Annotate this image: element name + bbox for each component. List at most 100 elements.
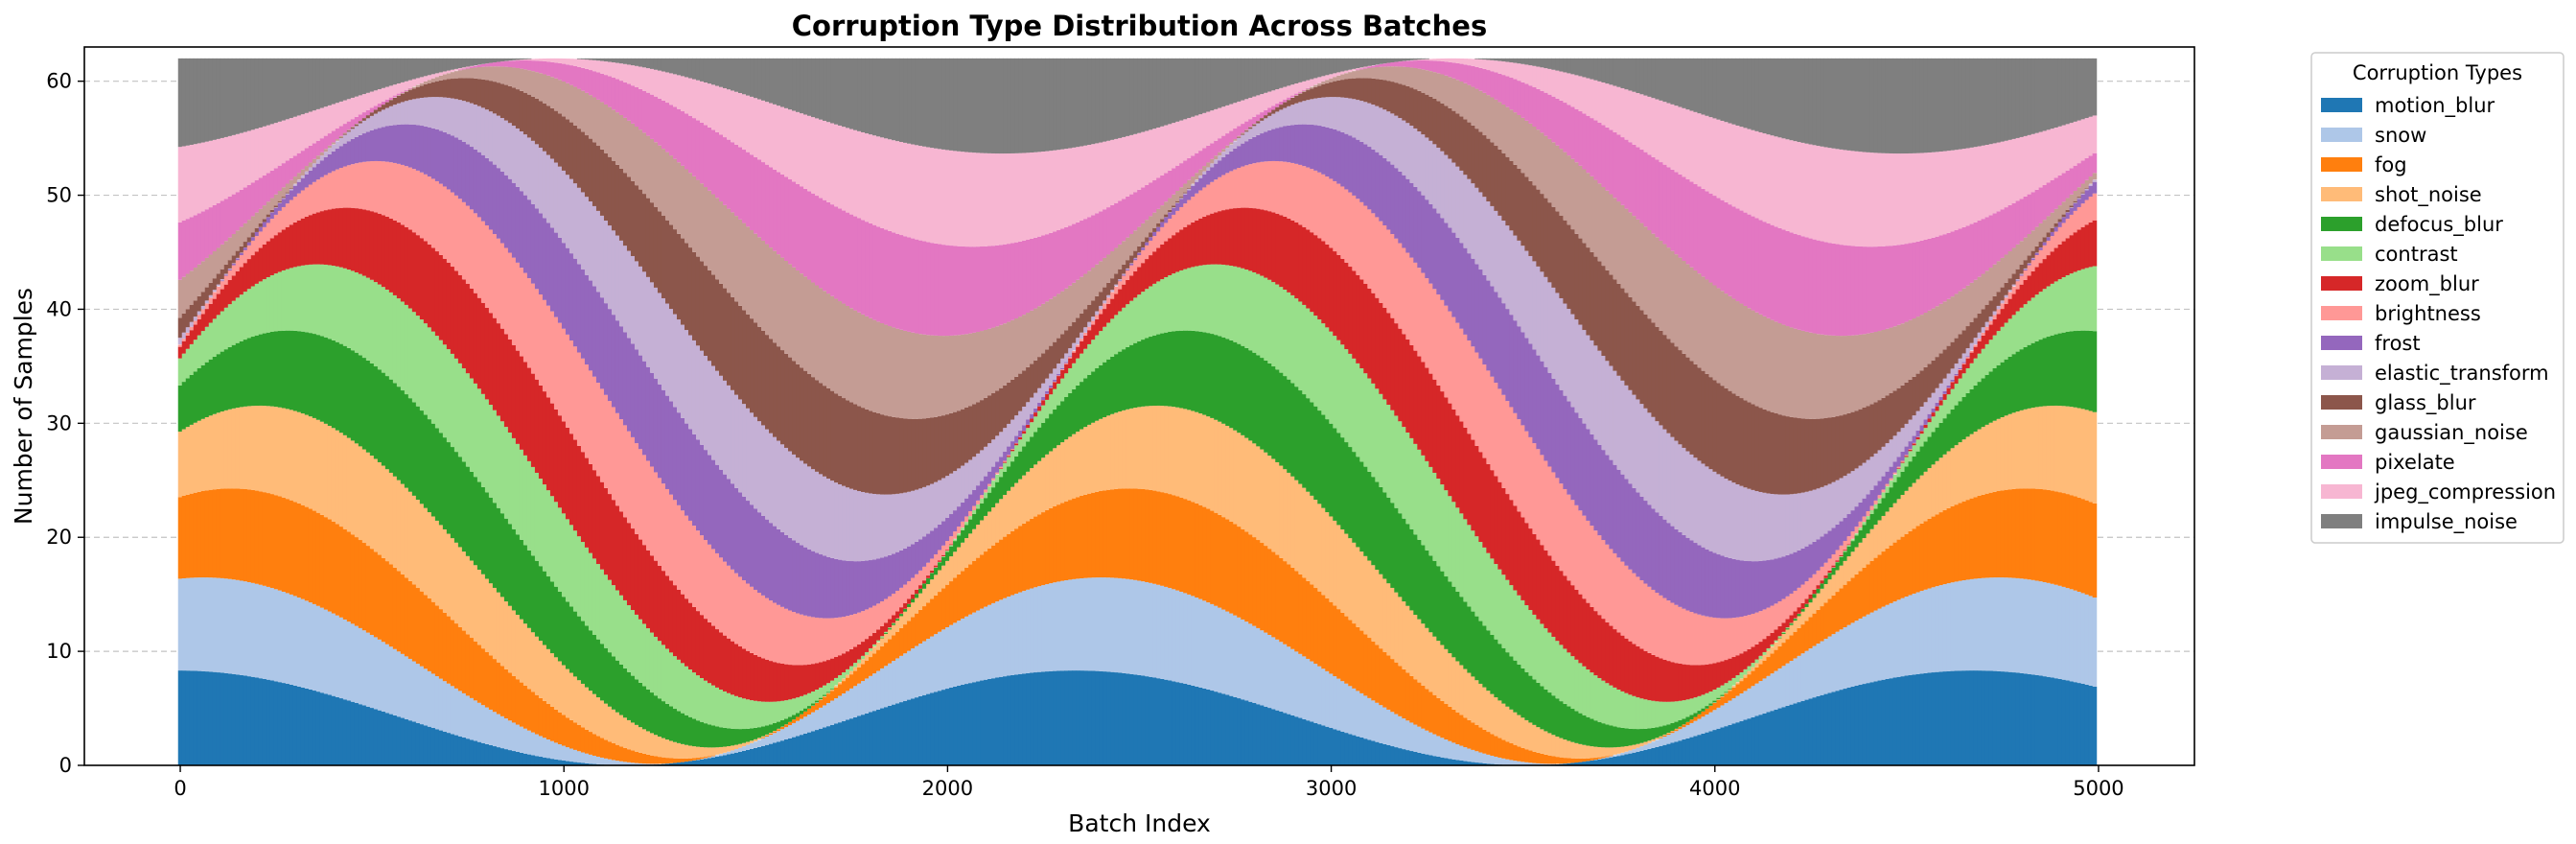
- bar-segment-fog: [423, 595, 429, 669]
- bar-segment-brightness: [1394, 238, 1399, 324]
- bar-segment-frost: [892, 553, 896, 594]
- bar-segment-gaussian_noise: [438, 75, 444, 81]
- bar-segment-jpeg_compression: [250, 129, 256, 183]
- bar-segment-zoom_blur: [369, 211, 375, 280]
- bar-segment-jpeg_compression: [1428, 59, 1433, 61]
- bar-segment-elastic_transform: [384, 107, 390, 127]
- bar-segment-elastic_transform: [358, 123, 363, 135]
- bar-segment-zoom_blur: [1474, 445, 1479, 537]
- bar-segment-impulse_noise: [499, 58, 505, 62]
- bar-segment-shot_noise: [576, 680, 582, 725]
- bar-segment-frost: [580, 270, 586, 359]
- bar-segment-contrast: [838, 675, 843, 683]
- bar-segment-glass_blur: [1172, 205, 1176, 208]
- bar-segment-shot_noise: [292, 410, 298, 503]
- bar-segment-frost: [473, 149, 478, 214]
- bar-segment-elastic_transform: [1064, 353, 1069, 363]
- bar-segment-motion_blur: [515, 751, 521, 765]
- bar-segment-snow: [1375, 702, 1380, 742]
- bar-segment-zoom_blur: [603, 487, 609, 575]
- bar-segment-snow: [1056, 581, 1061, 671]
- bar-segment-glass_blur: [680, 238, 685, 325]
- bar-segment-glass_blur: [746, 314, 751, 409]
- bar-segment-contrast: [811, 691, 816, 704]
- bar-segment-zoom_blur: [315, 212, 321, 265]
- bar-segment-frost: [915, 541, 919, 574]
- bar-segment-elastic_transform: [1356, 100, 1360, 140]
- bar-segment-glass_blur: [1060, 334, 1065, 359]
- bar-segment-pixelate: [407, 87, 413, 89]
- bar-segment-fog: [220, 488, 225, 578]
- bar-segment-jpeg_compression: [1256, 95, 1261, 115]
- bar-segment-brightness: [534, 289, 540, 380]
- bar-segment-elastic_transform: [861, 491, 866, 561]
- bar-segment-gaussian_noise: [580, 90, 586, 132]
- bar-segment-defocus_blur: [1279, 372, 1284, 466]
- bar-segment-motion_blur: [1060, 670, 1065, 765]
- bar-segment-gaussian_noise: [1145, 220, 1149, 238]
- bar-segment-frost: [488, 161, 494, 230]
- bar-segment-motion_blur: [1256, 704, 1261, 765]
- bar-segment-frost: [1463, 247, 1468, 335]
- bar-segment-impulse_noise: [711, 58, 716, 85]
- bar-segment-defocus_blur: [212, 356, 218, 414]
- bar-segment-snow: [1363, 695, 1368, 739]
- bar-segment-pixelate: [1233, 129, 1238, 140]
- bar-segment-zoom_blur: [727, 638, 731, 693]
- bar-segment-glass_blur: [1486, 138, 1491, 202]
- bar-segment-elastic_transform: [530, 140, 536, 204]
- bar-segment-gaussian_noise: [1494, 99, 1498, 147]
- bar-segment-shot_noise: [411, 495, 417, 585]
- bar-segment-glass_blur: [1072, 321, 1077, 343]
- bar-segment-elastic_transform: [1405, 123, 1410, 179]
- bar-segment-impulse_noise: [1267, 58, 1272, 92]
- bar-segment-snow: [1260, 630, 1265, 706]
- bar-segment-motion_blur: [949, 688, 954, 765]
- bar-segment-snow: [1091, 577, 1096, 671]
- bar-segment-contrast: [1279, 287, 1284, 373]
- bar-segment-elastic_transform: [892, 494, 896, 554]
- bar-segment-pixelate: [1172, 168, 1176, 195]
- bar-segment-pixelate: [1056, 229, 1061, 294]
- bar-segment-frost: [499, 171, 505, 244]
- bar-segment-defocus_blur: [961, 529, 965, 543]
- bar-segment-zoom_blur: [1156, 247, 1161, 282]
- bar-segment-fog: [438, 609, 444, 679]
- bar-segment-defocus_blur: [473, 477, 478, 566]
- bar-segment-gaussian_noise: [880, 323, 885, 415]
- bar-segment-impulse_noise: [603, 58, 609, 62]
- bar-segment-gaussian_noise: [177, 279, 183, 318]
- bar-segment-gaussian_noise: [534, 72, 540, 99]
- bar-segment-frost: [231, 264, 237, 266]
- bar-segment-impulse_noise: [1513, 58, 1518, 63]
- bar-segment-brightness: [400, 164, 406, 225]
- bar-segment-pixelate: [777, 172, 781, 255]
- bar-segment-jpeg_compression: [699, 81, 705, 123]
- bar-segment-jpeg_compression: [991, 152, 996, 246]
- bar-segment-defocus_blur: [572, 611, 578, 677]
- bar-segment-gaussian_noise: [1198, 169, 1203, 176]
- bar-segment-defocus_blur: [676, 711, 682, 743]
- bar-segment-elastic_transform: [476, 106, 482, 152]
- bar-segment-impulse_noise: [1375, 58, 1380, 65]
- bar-segment-defocus_blur: [273, 331, 279, 408]
- bar-segment-gaussian_noise: [995, 326, 1000, 391]
- bar-segment-defocus_blur: [1413, 534, 1418, 616]
- bar-segment-brightness: [1003, 460, 1008, 462]
- bar-segment-frost: [404, 124, 409, 167]
- bar-segment-impulse_noise: [273, 58, 279, 124]
- bar-segment-glass_blur: [738, 305, 743, 400]
- bar-segment-glass_blur: [691, 251, 697, 340]
- bar-segment-gaussian_noise: [1056, 293, 1061, 339]
- bar-segment-zoom_blur: [522, 362, 528, 456]
- bar-segment-defocus_blur: [476, 481, 482, 571]
- bar-segment-glass_blur: [369, 112, 375, 116]
- bar-segment-snow: [365, 632, 371, 707]
- bar-segment-motion_blur: [895, 703, 900, 765]
- bar-segment-jpeg_compression: [934, 148, 939, 244]
- bar-segment-pixelate: [254, 180, 260, 213]
- bar-segment-fog: [661, 757, 666, 764]
- bar-segment-fog: [1030, 518, 1034, 589]
- bar-segment-motion_blur: [1283, 713, 1288, 765]
- bar-segment-contrast: [953, 539, 958, 542]
